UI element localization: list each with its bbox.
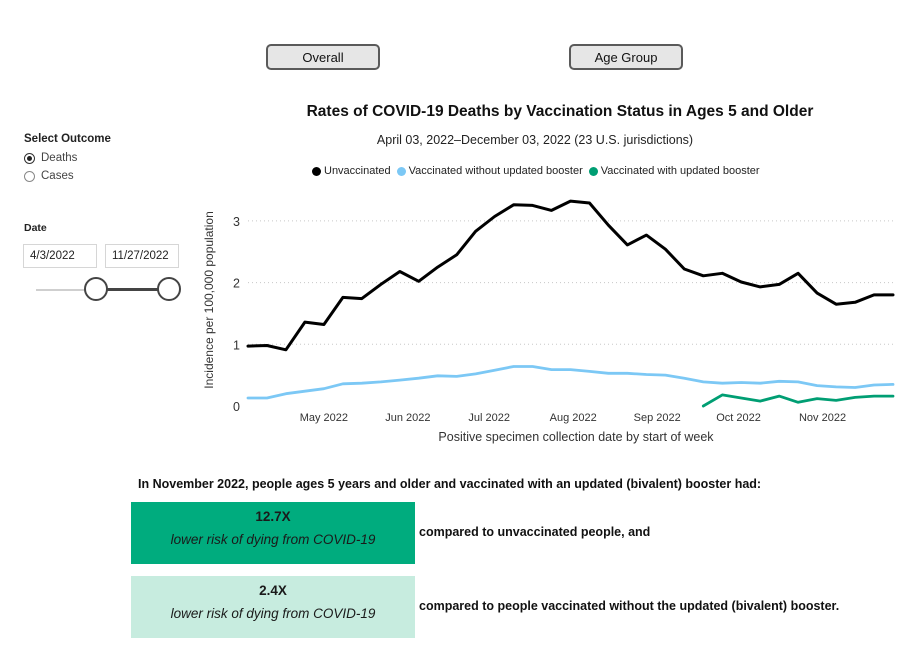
x-tick-label: Jun 2022	[385, 412, 430, 424]
summary-heading: In November 2022, people ages 5 years an…	[138, 477, 762, 491]
tab-age-group[interactable]: Age Group	[569, 44, 683, 70]
chart-legend: Unvaccinated Vaccinated without updated …	[312, 165, 760, 177]
y-tick-label: 3	[233, 215, 240, 229]
y-tick-label: 1	[233, 338, 240, 352]
series-line-vaccinated-with-booster	[701, 393, 895, 408]
y-axis-label: Incidence per 100,000 population	[202, 211, 216, 388]
legend-item-vaccinated-with-booster[interactable]: Vaccinated with updated booster	[588, 165, 760, 177]
stat-comparison-without-booster: compared to people vaccinated without th…	[419, 599, 840, 613]
x-axis-label: Positive specimen collection date by sta…	[438, 430, 714, 444]
date-slider-end-handle[interactable]	[157, 277, 181, 301]
stat-value: 12.7X	[255, 509, 291, 524]
date-slider-range[interactable]	[96, 288, 169, 291]
legend-dot-icon	[312, 166, 321, 176]
y-tick-label: 0	[233, 400, 240, 414]
stat-comparison-unvaccinated: compared to unvaccinated people, and	[419, 525, 651, 539]
x-tick-label: Nov 2022	[799, 412, 846, 424]
tab-overall[interactable]: Overall	[266, 44, 380, 70]
y-tick-label: 2	[233, 277, 240, 291]
outcome-option-label: Cases	[41, 170, 74, 182]
legend-item-vaccinated-without-booster[interactable]: Vaccinated without updated booster	[396, 165, 583, 177]
date-slider-track[interactable]	[36, 289, 96, 291]
x-tick-label: Jul 2022	[468, 412, 510, 424]
legend-label: Vaccinated with updated booster	[600, 165, 760, 177]
outcome-option-cases[interactable]: Cases	[24, 170, 74, 182]
outcome-option-label: Deaths	[41, 152, 78, 164]
date-label: Date	[24, 222, 47, 234]
series-line-vaccinated-without-booster	[246, 365, 895, 400]
date-start-input[interactable]: 4/3/2022	[23, 244, 97, 268]
line-chart: 0 1 2 3 May 2022 Jun 2022 Jul 2022 Aug 2022 Sep …	[202, 199, 895, 444]
x-tick-label: Oct 2022	[716, 412, 761, 424]
x-tick-label: Aug 2022	[550, 412, 597, 424]
outcome-option-deaths[interactable]: Deaths	[24, 152, 77, 164]
stat-description: lower risk of dying from COVID-19	[170, 606, 376, 621]
legend-label: Vaccinated without updated booster	[408, 165, 583, 177]
x-tick-label: May 2022	[300, 412, 348, 424]
chart-title: Rates of COVID-19 Deaths by Vaccination …	[306, 103, 814, 120]
select-outcome-label: Select Outcome	[24, 133, 111, 145]
legend-item-unvaccinated[interactable]: Unvaccinated	[312, 165, 391, 177]
chart-subtitle: April 03, 2022–December 03, 2022 (23 U.S…	[376, 133, 694, 147]
x-tick-label: Sep 2022	[634, 412, 681, 424]
radio-checked-icon[interactable]	[24, 152, 35, 164]
legend-dot-icon	[588, 166, 598, 176]
stat-description: lower risk of dying from COVID-19	[170, 532, 376, 547]
stat-value: 2.4X	[259, 583, 287, 598]
series-line-unvaccinated	[246, 199, 895, 352]
radio-unchecked-icon[interactable]	[24, 170, 35, 182]
date-slider-start-handle[interactable]	[84, 277, 108, 301]
date-end-input[interactable]: 11/27/2022	[105, 244, 179, 268]
legend-dot-icon	[396, 166, 406, 176]
legend-label: Unvaccinated	[324, 165, 391, 177]
stat-card-without-booster: 2.4X lower risk of dying from COVID-19	[131, 576, 415, 638]
stat-card-unvaccinated: 12.7X lower risk of dying from COVID-19	[131, 502, 415, 564]
